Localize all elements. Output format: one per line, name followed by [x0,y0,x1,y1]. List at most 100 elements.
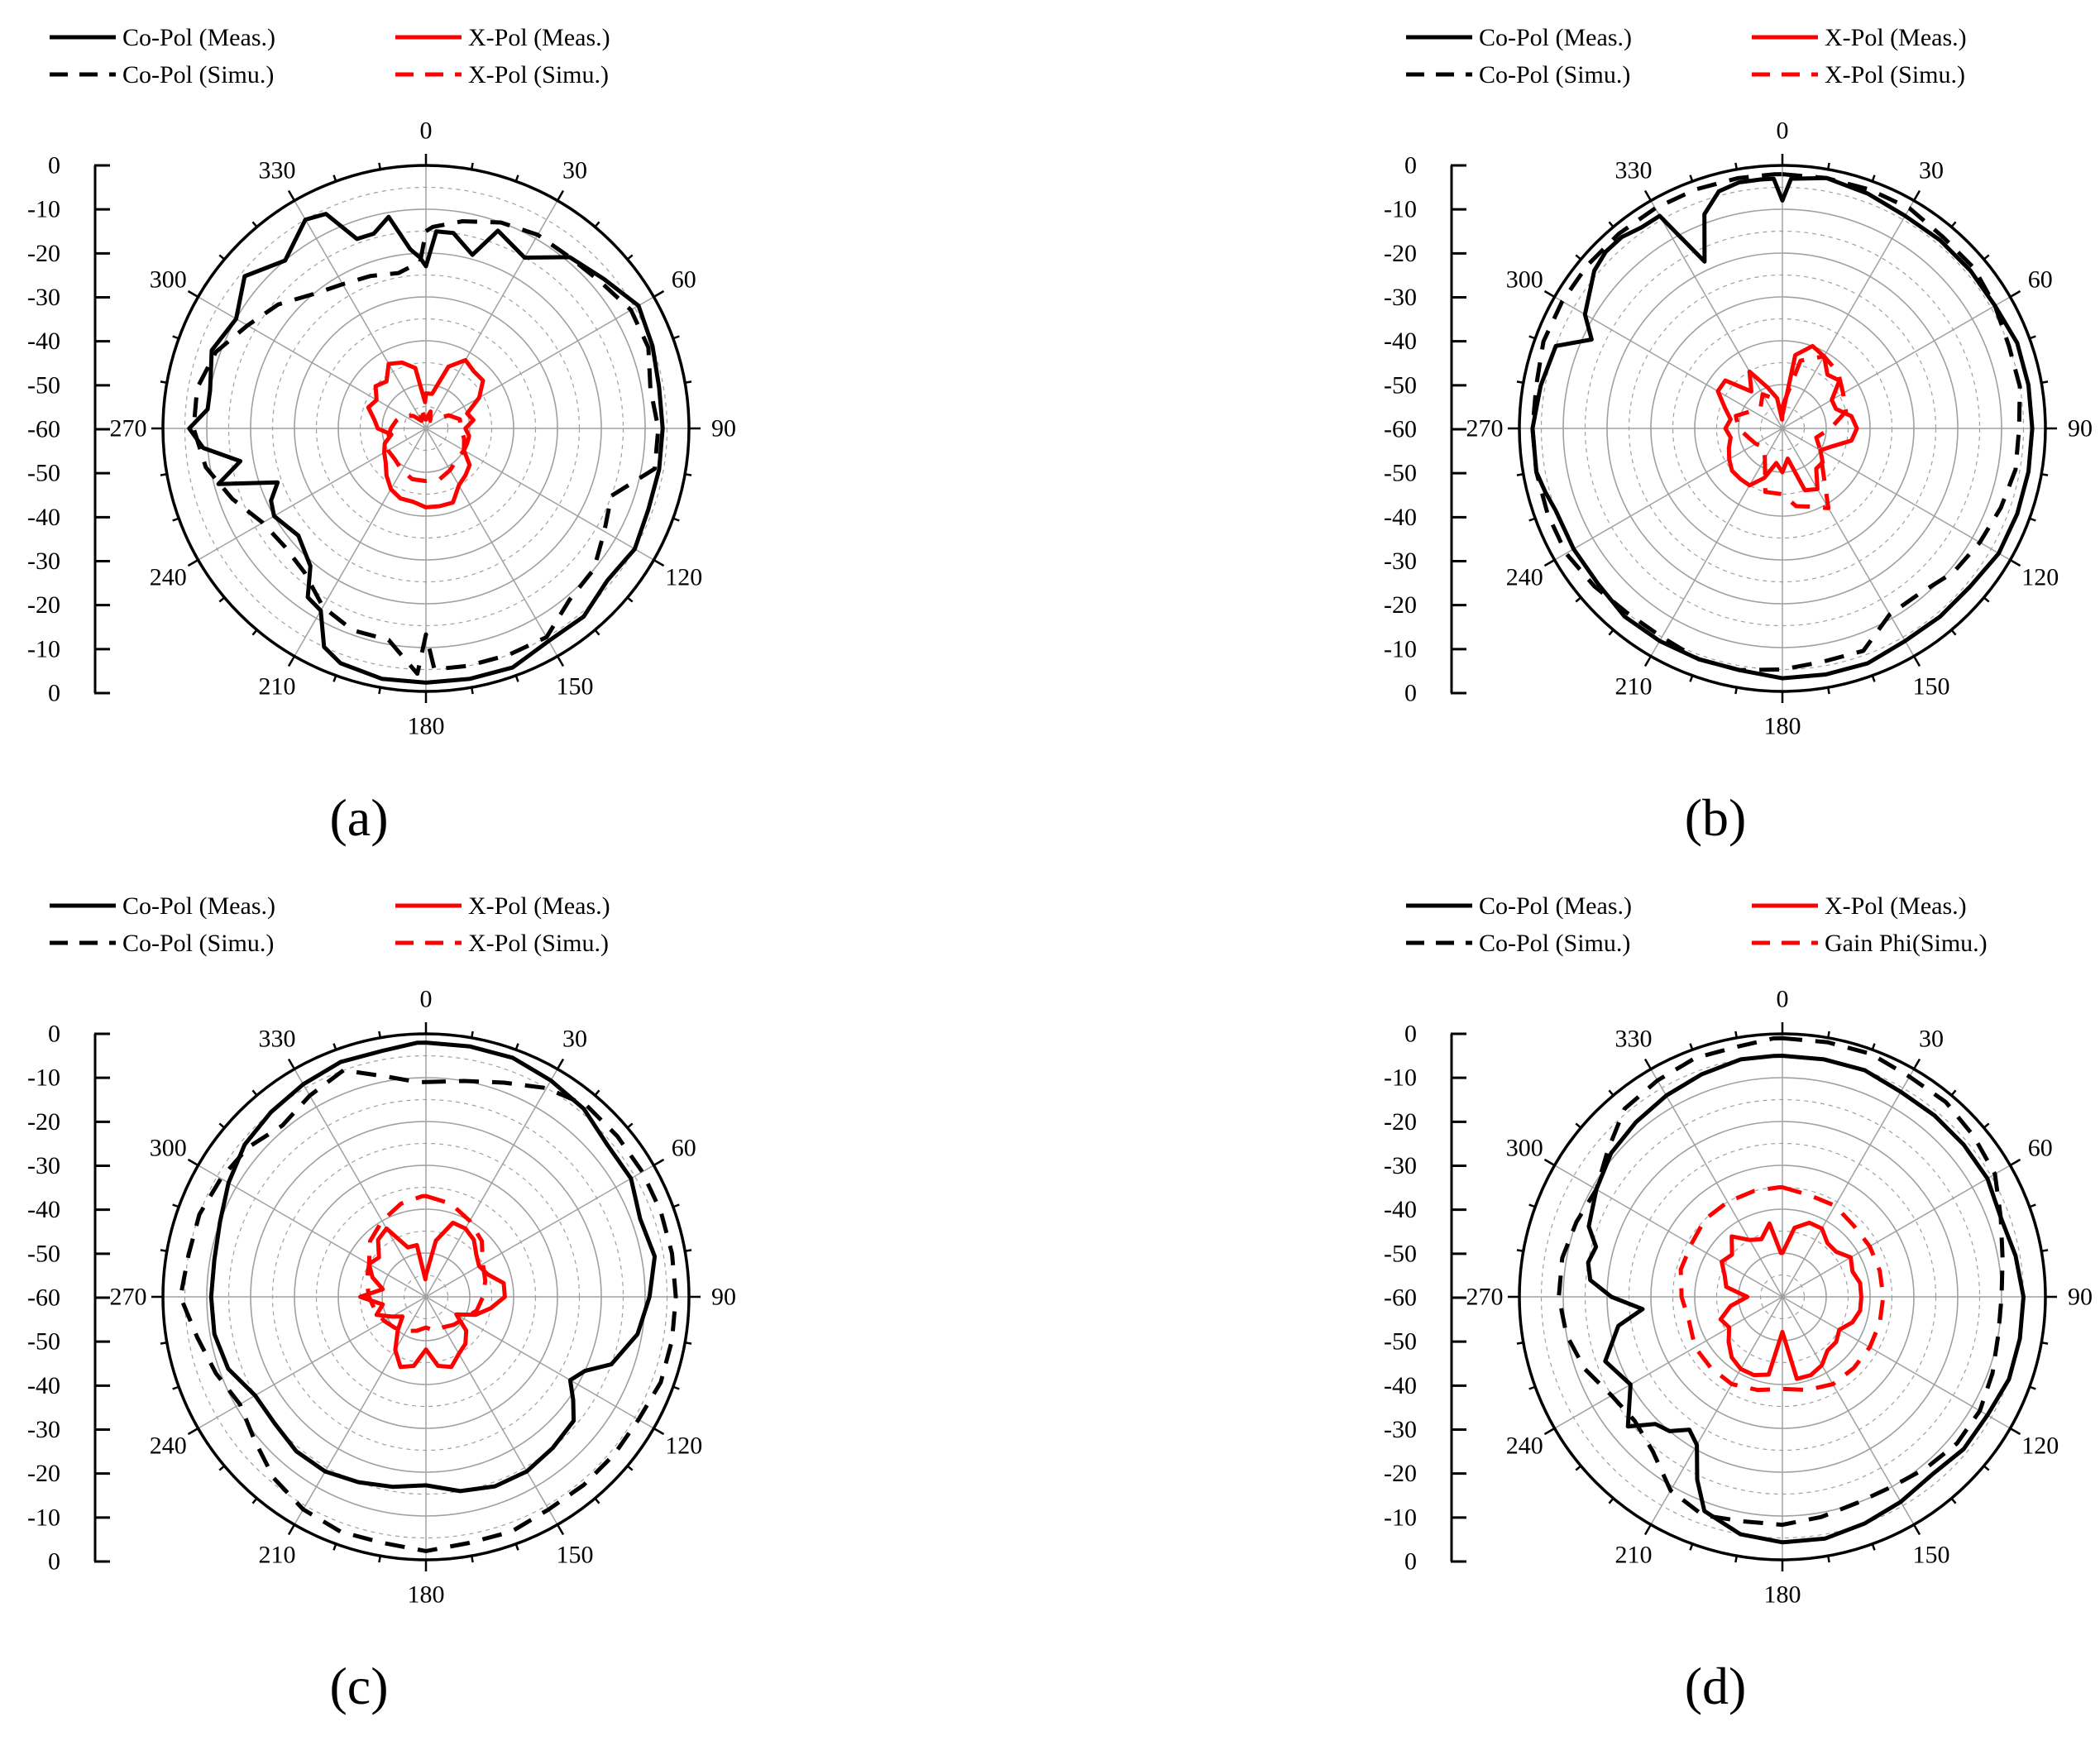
scale-tick-label: -30 [1384,1152,1417,1179]
polar-grid [1519,1034,2045,1560]
angle-label: 60 [672,266,696,294]
angle-tick [1608,221,1614,228]
angle-tick [218,1122,226,1129]
angle-tick [1575,596,1582,603]
grid-spoke [1782,428,1915,657]
angle-tick [187,1158,199,1167]
angle-tick [594,221,600,228]
angle-label: 150 [1913,672,1950,700]
angle-tick [2029,335,2036,340]
angle-tick [287,655,296,667]
angle-tick [653,1158,665,1167]
legend-label: X-Pol (Meas.) [468,892,610,920]
polar-grid [163,1034,689,1560]
grid-spoke [1650,428,1783,657]
angle-tick [1608,1497,1614,1504]
angle-tick [1734,162,1739,170]
angle-label: 120 [2021,1432,2059,1460]
scale-tick-label: -50 [27,1328,60,1356]
angle-label: 90 [711,415,736,442]
grid-spoke [425,428,654,561]
legend-label: X-Pol (Simu.) [1825,61,1965,88]
angle-tick [1543,558,1556,567]
angle-label: 30 [1919,1026,1944,1053]
angle-label: 240 [1506,1432,1543,1460]
legend-item: Co-Pol (Simu.) [50,61,274,88]
angle-label: 300 [150,266,187,294]
angle-tick [2009,558,2021,567]
angle-tick [1734,686,1739,695]
series-line [187,212,665,685]
grid-spoke [425,1069,558,1298]
angle-label: 270 [1466,415,1504,442]
legend-label: Co-Pol (Meas.) [122,24,275,51]
angle-tick [378,1031,382,1039]
angle-tick [556,655,565,667]
angle-tick [378,162,382,170]
angle-label: 0 [1777,117,1789,145]
scale-tick-label: -50 [1384,1328,1417,1356]
angle-tick [672,335,680,340]
angle-tick [1983,596,1990,603]
polar-chart-panel-a: Co-Pol (Meas.) X-Pol (Meas.) Co-Pol (Simu.… [27,24,736,847]
angle-tick [1575,1465,1582,1471]
angle-tick [514,1043,519,1050]
angle-label: 180 [1764,1581,1801,1609]
angle-label: 330 [1615,157,1653,184]
scale-tick-label: -10 [1384,1504,1417,1531]
angle-tick [2040,1341,2049,1345]
series-line [366,357,486,509]
legend-label: X-Pol (Meas.) [1825,24,1967,51]
angle-tick [1983,1465,1990,1471]
scale-tick-label: -20 [27,1460,60,1487]
angle-label: 120 [2021,564,2059,591]
scale-tick-label: -30 [27,1152,60,1179]
grid-spoke [294,1069,427,1298]
grid-spoke [1782,1296,1915,1525]
angle-tick [672,1203,680,1208]
grid-spoke [425,1296,654,1429]
angle-label: 300 [1506,266,1543,294]
angle-tick [1689,1543,1694,1551]
angle-label: 330 [1615,1026,1653,1053]
legend-item: X-Pol (Simu.) [395,61,609,88]
angle-tick [1950,221,1957,228]
scale-tick-label: -10 [27,635,60,662]
angle-tick [287,1523,296,1536]
angle-tick [1689,675,1694,682]
scale-tick-label: -60 [1384,1284,1417,1312]
angle-tick [1543,289,1556,299]
legend-label: Co-Pol (Simu.) [122,61,274,88]
grid-spoke [198,1296,427,1429]
panel-label: (d) [1685,1657,1747,1715]
angle-tick [684,1341,692,1345]
grid-spoke [198,1165,427,1298]
scale-tick-label: -20 [27,240,60,267]
scale-tick-label: -20 [1384,240,1417,267]
angle-tick [1950,1497,1957,1504]
angle-ticks [1508,154,2057,703]
scale-tick-label: -10 [27,196,60,223]
grid-spoke [1782,1165,2011,1298]
angle-tick [2009,289,2021,299]
angle-tick [172,517,179,522]
series-line [178,1068,678,1553]
series-line [358,1220,507,1370]
angle-label: 210 [1615,1541,1653,1568]
angle-tick [1608,629,1614,636]
angle-tick [251,1497,258,1504]
angle-label: 60 [2028,1135,2053,1162]
scale-tick-label: -40 [27,1196,60,1223]
angle-label: 30 [1919,157,1944,184]
angle-tick [470,162,474,170]
angle-tick [556,1523,565,1536]
angle-tick [1608,1089,1614,1097]
grid-spoke [425,200,558,429]
radial-scale-axis: 0 -10 -20 -30 -40 -50 -60 -50 -40 -30 -20 -10 0 [27,152,110,707]
scale-tick-label: 0 [48,680,60,707]
angle-label: 120 [665,1432,702,1460]
scale-tick-label: -60 [27,416,60,443]
angle-label: 150 [557,672,594,700]
scale-tick-label: 0 [1404,152,1417,179]
angle-label: 30 [562,157,587,184]
